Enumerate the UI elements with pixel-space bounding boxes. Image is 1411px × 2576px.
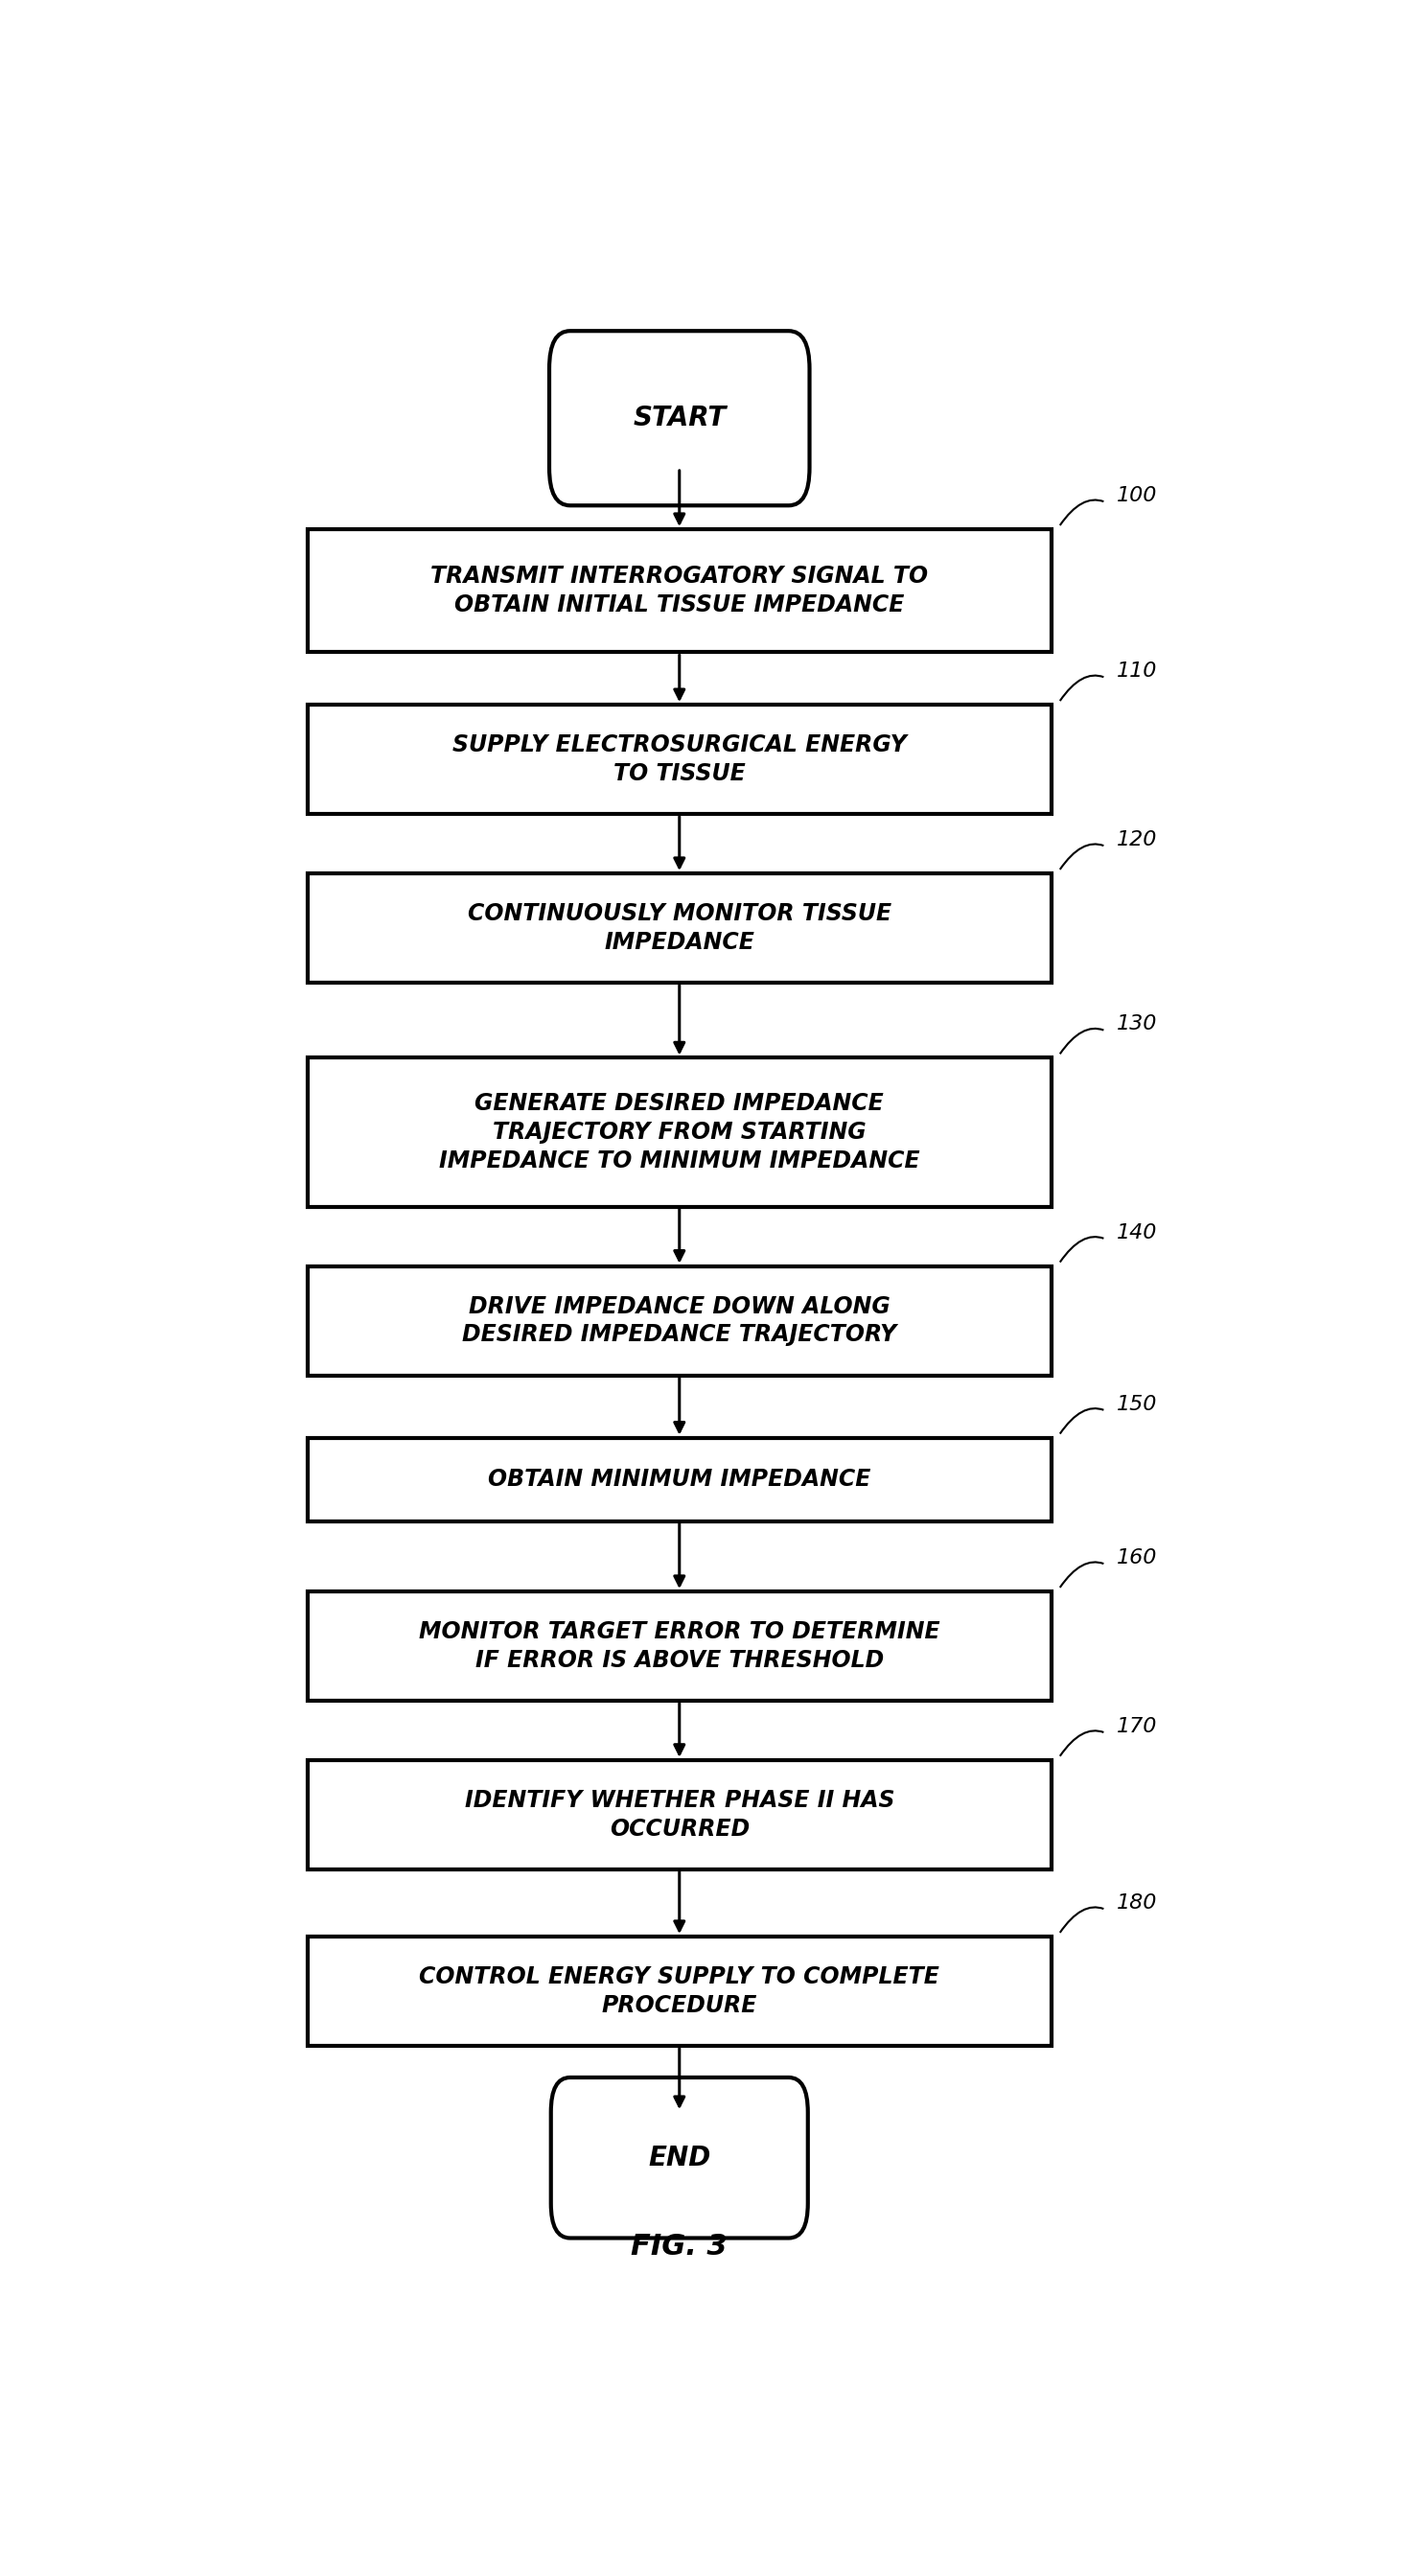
Text: 140: 140 xyxy=(1118,1224,1157,1242)
Text: TRANSMIT INTERROGATORY SIGNAL TO
OBTAIN INITIAL TISSUE IMPEDANCE: TRANSMIT INTERROGATORY SIGNAL TO OBTAIN … xyxy=(430,564,928,616)
Text: 100: 100 xyxy=(1118,487,1157,505)
Text: OBTAIN MINIMUM IMPEDANCE: OBTAIN MINIMUM IMPEDANCE xyxy=(488,1468,871,1492)
Text: 120: 120 xyxy=(1118,829,1157,850)
Text: IDENTIFY WHETHER PHASE II HAS
OCCURRED: IDENTIFY WHETHER PHASE II HAS OCCURRED xyxy=(464,1788,895,1839)
FancyBboxPatch shape xyxy=(308,1759,1051,1870)
Text: 150: 150 xyxy=(1118,1394,1157,1414)
FancyBboxPatch shape xyxy=(308,873,1051,981)
FancyBboxPatch shape xyxy=(308,1059,1051,1206)
Text: 180: 180 xyxy=(1118,1893,1157,1911)
Text: DRIVE IMPEDANCE DOWN ALONG
DESIRED IMPEDANCE TRAJECTORY: DRIVE IMPEDANCE DOWN ALONG DESIRED IMPED… xyxy=(463,1296,896,1347)
Text: GENERATE DESIRED IMPEDANCE
TRAJECTORY FROM STARTING
IMPEDANCE TO MINIMUM IMPEDAN: GENERATE DESIRED IMPEDANCE TRAJECTORY FR… xyxy=(439,1092,920,1172)
Text: END: END xyxy=(648,2143,711,2172)
FancyBboxPatch shape xyxy=(308,706,1051,814)
Text: SUPPLY ELECTROSURGICAL ENERGY
TO TISSUE: SUPPLY ELECTROSURGICAL ENERGY TO TISSUE xyxy=(453,734,906,786)
Text: CONTINUOUSLY MONITOR TISSUE
IMPEDANCE: CONTINUOUSLY MONITOR TISSUE IMPEDANCE xyxy=(467,902,892,953)
FancyBboxPatch shape xyxy=(308,1937,1051,2045)
Text: MONITOR TARGET ERROR TO DETERMINE
IF ERROR IS ABOVE THRESHOLD: MONITOR TARGET ERROR TO DETERMINE IF ERR… xyxy=(419,1620,940,1672)
FancyBboxPatch shape xyxy=(308,1437,1051,1520)
FancyBboxPatch shape xyxy=(308,1592,1051,1700)
FancyBboxPatch shape xyxy=(550,2076,809,2239)
Text: FIG. 3: FIG. 3 xyxy=(631,2233,728,2262)
Text: START: START xyxy=(632,404,727,433)
Text: 130: 130 xyxy=(1118,1015,1157,1033)
FancyBboxPatch shape xyxy=(549,330,810,505)
FancyBboxPatch shape xyxy=(308,1267,1051,1376)
Text: 160: 160 xyxy=(1118,1548,1157,1566)
Text: CONTROL ENERGY SUPPLY TO COMPLETE
PROCEDURE: CONTROL ENERGY SUPPLY TO COMPLETE PROCED… xyxy=(419,1965,940,2017)
Text: 110: 110 xyxy=(1118,662,1157,680)
Text: 170: 170 xyxy=(1118,1716,1157,1736)
FancyBboxPatch shape xyxy=(308,528,1051,652)
